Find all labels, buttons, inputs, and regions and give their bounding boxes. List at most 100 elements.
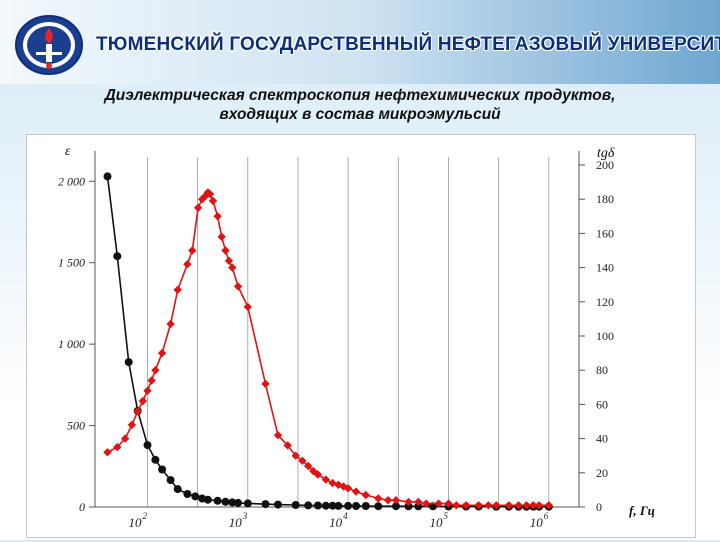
series-0-point-17 xyxy=(243,499,252,508)
series-1-point-31 xyxy=(298,456,307,465)
university-emblem-icon xyxy=(15,15,83,75)
header-banner xyxy=(0,0,720,84)
series-0-point-4 xyxy=(143,441,152,450)
series-1-point-3 xyxy=(127,420,137,430)
series-1-point-46 xyxy=(414,497,423,507)
series-1-point-1 xyxy=(113,442,122,452)
series-1-point-41 xyxy=(361,490,370,500)
series-0-point-19 xyxy=(274,500,282,509)
x-tick-label-0: 10 xyxy=(128,515,142,530)
series-1-point-55 xyxy=(504,501,514,510)
series-1-point-0 xyxy=(103,448,112,457)
series-1-point-18 xyxy=(205,189,215,199)
series-1-point-19 xyxy=(208,196,218,206)
x-tick-label-3: 10 xyxy=(429,515,443,530)
series-0-point-28 xyxy=(361,502,370,510)
series-1-point-51 xyxy=(461,501,471,510)
series-1-point-60 xyxy=(544,501,553,510)
series-1-point-10 xyxy=(166,319,175,329)
series-1-point-28 xyxy=(273,431,283,440)
series-0-point-8 xyxy=(173,485,182,494)
series-1-point-56 xyxy=(514,501,523,510)
y-right-tick-label-6: 120 xyxy=(596,295,614,309)
series-1-point-11 xyxy=(173,285,182,294)
series-0-point-22 xyxy=(313,501,322,510)
series-1-point-42 xyxy=(374,494,383,503)
series-1-point-40 xyxy=(351,487,361,496)
series-1-point-52 xyxy=(474,501,483,510)
series-1-point-39 xyxy=(343,484,353,493)
series-0-point-29 xyxy=(374,502,383,511)
y-right-tick-label-2: 40 xyxy=(596,432,608,446)
y-left-tick-label-1: 500 xyxy=(67,419,85,433)
series-0-point-7 xyxy=(166,476,175,485)
y-left-axis-label: ε xyxy=(65,144,71,159)
series-1-point-45 xyxy=(404,497,413,507)
y-right-tick-label-4: 80 xyxy=(596,363,608,377)
series-1-point-8 xyxy=(151,366,160,375)
series-0-point-26 xyxy=(344,501,353,510)
series-1-point-34 xyxy=(313,470,323,479)
series-1-point-48 xyxy=(434,499,443,508)
y-right-tick-label-7: 140 xyxy=(596,261,614,275)
series-0-point-23 xyxy=(321,501,330,510)
series-0-point-12 xyxy=(203,495,212,504)
series-0-point-31 xyxy=(404,502,413,511)
series-1-point-22 xyxy=(221,246,230,255)
series-1-point-59 xyxy=(534,501,544,510)
x-tick-label-4: 10 xyxy=(530,515,544,530)
series-1-point-29 xyxy=(283,441,292,450)
series-0-point-0 xyxy=(103,172,112,181)
series-1-point-27 xyxy=(261,379,270,389)
series-1-point-30 xyxy=(291,451,300,460)
series-0-point-20 xyxy=(291,501,300,509)
series-1-point-47 xyxy=(422,499,431,508)
series-1-point-13 xyxy=(188,246,197,255)
series-1-point-2 xyxy=(121,434,130,443)
y-right-tick-label-9: 180 xyxy=(596,192,614,206)
x-tick-exponent-2: 4 xyxy=(343,511,348,521)
y-right-axis-label: tgδ xyxy=(597,146,615,161)
y-right-tick-label-3: 60 xyxy=(596,397,608,411)
series-1-point-26 xyxy=(243,302,252,312)
series-1-point-23 xyxy=(224,256,234,265)
series-0-point-1 xyxy=(113,252,122,261)
y-left-tick-label-2: 1 000 xyxy=(58,337,85,351)
series-1-point-14 xyxy=(193,203,203,212)
series-0-point-21 xyxy=(304,501,313,510)
series-0-point-5 xyxy=(151,455,160,464)
series-1-point-54 xyxy=(492,501,501,510)
series-0-point-9 xyxy=(183,490,192,498)
series-1-point-24 xyxy=(228,263,237,272)
series-1-point-5 xyxy=(138,396,148,406)
series-1-point-12 xyxy=(183,260,192,269)
series-1-point-4 xyxy=(133,407,142,416)
series-1-point-44 xyxy=(391,496,401,505)
series-0-point-25 xyxy=(334,501,343,510)
series-0-point-2 xyxy=(124,358,133,367)
slide-title: Диэлектрическая спектроскопия нефтехимич… xyxy=(0,86,720,124)
series-line-0 xyxy=(106,176,549,508)
series-1-point-6 xyxy=(143,386,152,395)
series-1-point-20 xyxy=(213,212,222,221)
series-0-point-15 xyxy=(228,498,237,507)
series-line-1 xyxy=(107,191,549,507)
series-0-point-13 xyxy=(213,496,222,505)
series-0-point-24 xyxy=(328,501,337,510)
y-right-tick-label-1: 20 xyxy=(596,466,608,480)
series-1-point-50 xyxy=(452,501,461,510)
series-1-point-43 xyxy=(383,496,393,505)
series-0-point-16 xyxy=(234,498,243,507)
series-1-point-35 xyxy=(321,475,331,484)
y-right-tick-label-0: 0 xyxy=(596,500,602,514)
x-tick-exponent-0: 2 xyxy=(142,511,147,521)
series-0-point-10 xyxy=(191,492,200,501)
dielectric-spectrum-chart: 0 500 1 000 1 500 2 000 0 20 40 60 80 100 120 140 160… xyxy=(58,144,655,530)
series-0-point-32 xyxy=(414,502,423,511)
y-left-tick-label-0: 0 xyxy=(79,500,85,514)
x-tick-label-1: 10 xyxy=(229,515,243,530)
slide-title-line-1: Диэлектрическая спектроскопия нефтехимич… xyxy=(104,87,616,104)
chart-panel: 0 500 1 000 1 500 2 000 0 20 40 60 80 100 120 140 160… xyxy=(26,134,696,538)
university-name: ТЮМЕНСКИЙ ГОСУДАРСТВЕННЫЙ НЕФТЕГАЗОВЫЙ У… xyxy=(96,34,720,55)
series-1-point-25 xyxy=(233,282,243,291)
